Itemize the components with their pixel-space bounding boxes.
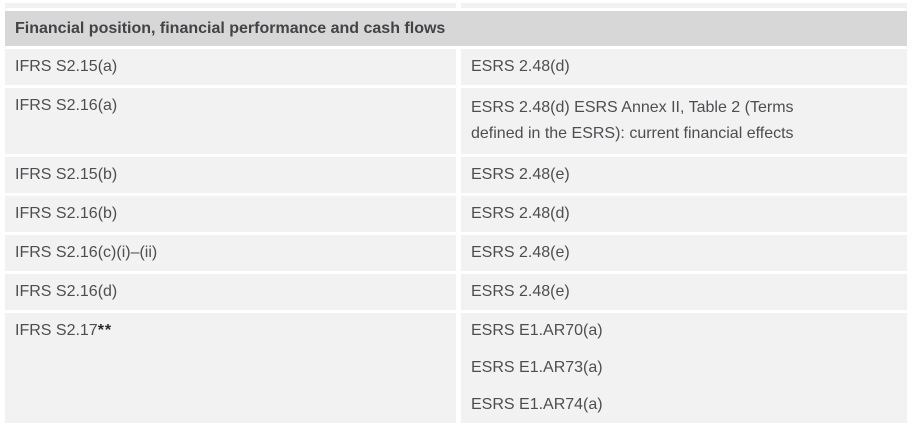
esrs-text-line: ESRS E1.AR74(a) <box>471 396 603 413</box>
table-row: IFRS S2.16(b) ESRS 2.48(d) <box>5 196 907 232</box>
clipped-cell-left <box>5 3 456 8</box>
ifrs-cell: IFRS S2.16(d) <box>5 274 456 310</box>
section-header: Financial position, financial performanc… <box>5 11 907 46</box>
table-row: IFRS S2.16(c)(i)–(ii) ESRS 2.48(e) <box>5 235 907 271</box>
ifrs-cell: IFRS S2.16(c)(i)–(ii) <box>5 235 456 271</box>
table-row: IFRS S2.16(a) ESRS 2.48(d) ESRS Annex II… <box>5 88 907 154</box>
ifrs-cell: IFRS S2.15(a) <box>5 49 456 85</box>
table-row: IFRS S2.15(b) ESRS 2.48(e) <box>5 157 907 193</box>
esrs-text-line: ESRS E1.AR70(a) <box>471 322 603 339</box>
ifrs-reference: IFRS S2.17 <box>15 322 98 339</box>
esrs-cell: ESRS 2.48(d) <box>461 196 907 232</box>
table-row: IFRS S2.17** ESRS E1.AR70(a) ESRS E1.AR7… <box>5 313 907 423</box>
double-asterisk-marker: ** <box>97 322 113 339</box>
ifrs-cell: IFRS S2.17** <box>5 313 456 423</box>
esrs-text-line: ESRS 2.48(d) ESRS Annex II, Table 2 (Ter… <box>471 99 794 116</box>
esrs-cell: ESRS 2.48(e) <box>461 235 907 271</box>
ifrs-esrs-mapping-table: Financial position, financial performanc… <box>5 3 907 423</box>
esrs-cell: ESRS 2.48(e) <box>461 274 907 310</box>
table-row: IFRS S2.16(d) ESRS 2.48(e) <box>5 274 907 310</box>
ifrs-cell: IFRS S2.16(b) <box>5 196 456 232</box>
esrs-cell: ESRS E1.AR70(a) ESRS E1.AR73(a) ESRS E1.… <box>461 313 907 423</box>
esrs-cell: ESRS 2.48(d) ESRS Annex II, Table 2 (Ter… <box>461 88 907 154</box>
clipped-cell-right <box>461 3 907 8</box>
ifrs-cell: IFRS S2.15(b) <box>5 157 456 193</box>
esrs-text-line: ESRS E1.AR73(a) <box>471 359 603 376</box>
esrs-text-line: defined in the ESRS): current financial … <box>471 125 794 142</box>
esrs-cell: ESRS 2.48(e) <box>461 157 907 193</box>
section-header-row: Financial position, financial performanc… <box>5 11 907 46</box>
table-row: IFRS S2.15(a) ESRS 2.48(d) <box>5 49 907 85</box>
clipped-previous-row <box>5 3 907 8</box>
ifrs-cell: IFRS S2.16(a) <box>5 88 456 154</box>
esrs-cell: ESRS 2.48(d) <box>461 49 907 85</box>
